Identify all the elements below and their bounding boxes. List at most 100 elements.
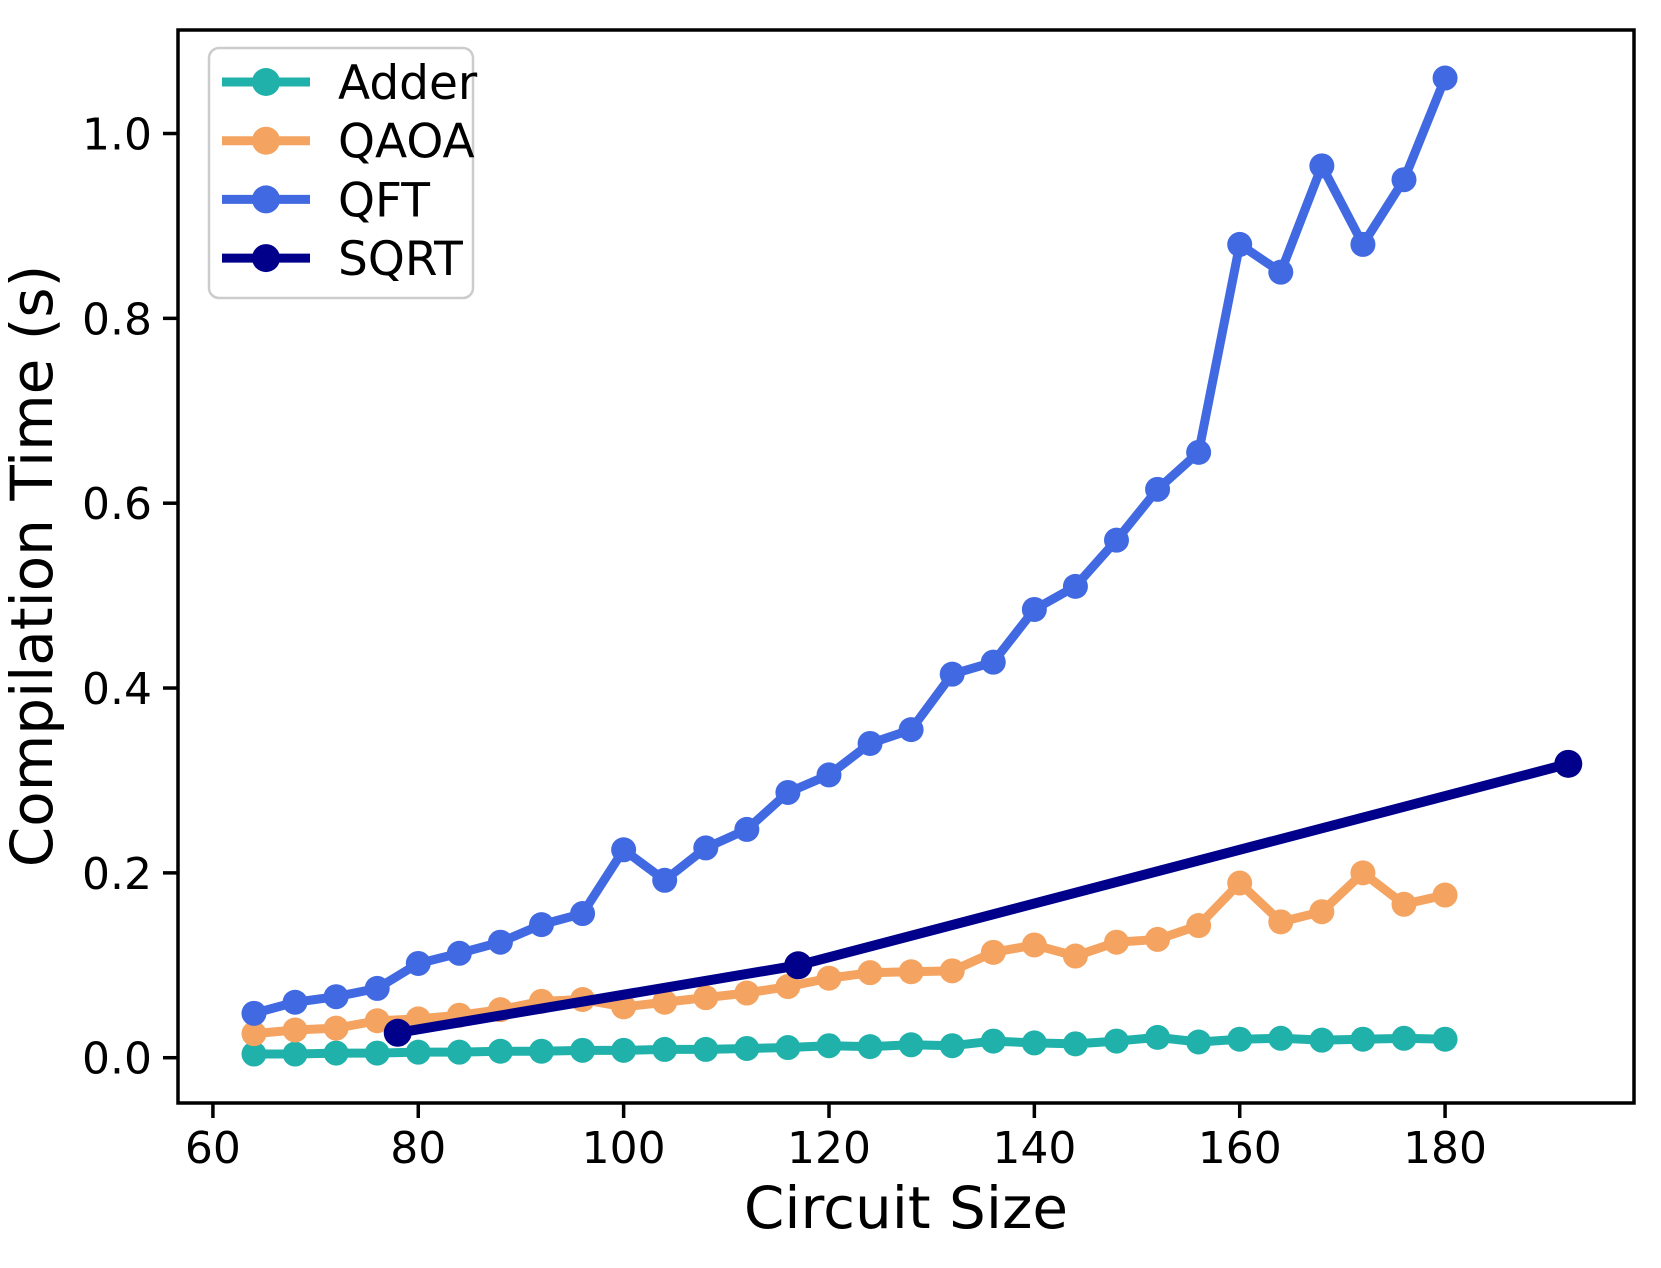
data-point [241, 1041, 267, 1067]
data-point [1432, 65, 1458, 91]
data-point [1554, 749, 1583, 778]
data-point [282, 1017, 308, 1043]
x-tick-label: 120 [787, 1123, 871, 1174]
data-point [1309, 153, 1335, 179]
data-point [1062, 943, 1088, 969]
x-tick-label: 100 [582, 1123, 666, 1174]
data-point [939, 958, 965, 984]
x-axis-label: Circuit Size [744, 1174, 1068, 1242]
data-point [570, 1037, 596, 1063]
data-point [446, 940, 472, 966]
data-point [775, 974, 801, 1000]
data-point [898, 717, 924, 743]
data-point [980, 1028, 1006, 1054]
series-line-adder [249, 1032, 1450, 1059]
data-point [1186, 439, 1212, 465]
y-tick-label: 0.8 [82, 294, 152, 345]
legend-marker-dot [252, 244, 280, 273]
data-point [1186, 1029, 1212, 1055]
legend-item-label: Adder [338, 56, 478, 111]
x-tick-label: 180 [1403, 1123, 1487, 1174]
data-point [323, 984, 349, 1010]
data-point [383, 1018, 412, 1047]
data-point [775, 779, 801, 805]
data-point [487, 929, 513, 955]
data-point [1391, 891, 1417, 917]
legend-item-sqrt: SQRT [222, 232, 463, 287]
data-point [980, 939, 1006, 965]
data-point [1021, 1030, 1047, 1056]
legend-item-label: QAOA [338, 115, 475, 170]
data-point [734, 816, 760, 842]
legend-marker-dot [252, 126, 280, 155]
data-point [1186, 913, 1212, 939]
data-point [1268, 259, 1294, 285]
data-point [1145, 1024, 1171, 1050]
y-axis-label: Compilation Time (s) [0, 265, 66, 867]
data-point [405, 1039, 431, 1065]
data-point [1145, 926, 1171, 952]
tick-layer: 60 80 100 120 140 160 180 0.0 0.2 0.4 0.6 0.8 1.0 [82, 110, 1487, 1174]
x-tick-label: 80 [390, 1123, 446, 1174]
legend-marker-dot [252, 185, 280, 214]
series-qft [241, 65, 1458, 1026]
data-point [1268, 909, 1294, 935]
data-point [282, 1041, 308, 1067]
legend-item-qft: QFT [222, 173, 430, 228]
data-point [323, 1040, 349, 1066]
data-point [570, 901, 596, 927]
data-point [1432, 1026, 1458, 1052]
data-point [1268, 1025, 1294, 1051]
data-point [405, 950, 431, 976]
data-point [446, 1039, 472, 1065]
data-point [364, 1008, 390, 1034]
series-layer [241, 65, 1583, 1067]
legend-item-adder: Adder [222, 56, 478, 111]
data-point [528, 1038, 554, 1064]
data-point [611, 1037, 637, 1063]
data-point [1145, 476, 1171, 502]
data-point [898, 959, 924, 985]
data-point [1062, 1031, 1088, 1057]
data-point [282, 989, 308, 1015]
data-point [241, 1000, 267, 1026]
data-point [1103, 527, 1129, 553]
data-point [364, 1040, 390, 1066]
series-adder [241, 1024, 1458, 1067]
data-point [693, 1036, 719, 1062]
data-point [775, 1035, 801, 1061]
data-point [323, 1015, 349, 1041]
data-point [1021, 596, 1047, 622]
data-point [1021, 932, 1047, 958]
series-sqrt [383, 749, 1583, 1047]
data-point [1350, 860, 1376, 886]
data-point [816, 1033, 842, 1059]
data-point [364, 975, 390, 1001]
legend-item-label: SQRT [338, 232, 463, 287]
data-point [734, 980, 760, 1006]
data-point [939, 661, 965, 687]
data-point [1227, 1026, 1253, 1052]
data-point [1103, 1028, 1129, 1054]
data-point [693, 985, 719, 1011]
y-tick-label: 0.4 [82, 664, 152, 715]
legend-item-qaoa: QAOA [222, 115, 475, 170]
y-tick-label: 0.6 [82, 479, 152, 530]
data-point [693, 835, 719, 861]
data-point [652, 1036, 678, 1062]
data-point [1062, 573, 1088, 599]
data-point [980, 649, 1006, 675]
data-point [652, 989, 678, 1015]
y-tick-label: 0.0 [82, 1034, 152, 1085]
data-point [857, 1034, 883, 1060]
data-point [857, 960, 883, 986]
data-point [1391, 1025, 1417, 1051]
y-tick-label: 0.2 [82, 849, 152, 900]
data-point [1227, 231, 1253, 257]
data-point [1309, 899, 1335, 925]
data-point [241, 1021, 267, 1047]
data-point [816, 965, 842, 991]
data-point [1103, 929, 1129, 955]
